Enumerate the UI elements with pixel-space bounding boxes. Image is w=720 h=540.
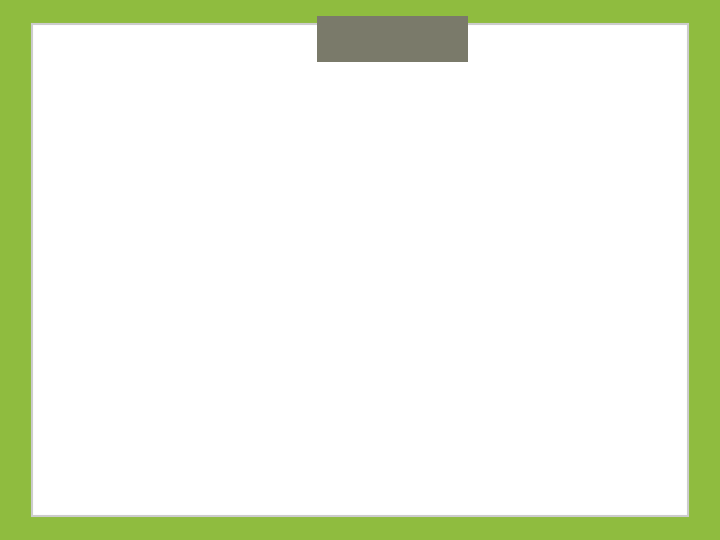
Bar (247, 156, 315, 306)
Text: $R_{2e}$: $R_{2e}$ (361, 165, 379, 178)
Text: $X_{2e}$: $X_{2e}$ (402, 165, 422, 178)
Text: $Z_{02} = \sqrt{R_{02}^2 + X_{02}^2}$: $Z_{02} = \sqrt{R_{02}^2 + X_{02}^2}$ (148, 393, 546, 469)
Bar (216, 126, 347, 335)
Text: EQUIVALENT IMPEDANCE OF TRANSFORMER REFFERED TO SECONDARY
IS: EQUIVALENT IMPEDANCE OF TRANSFORMER REFF… (52, 51, 661, 83)
Text: $Z_{2e}$: $Z_{2e}$ (381, 221, 402, 236)
Text: $Z_{2e} = R_{2e} + j\, X_{2e}$: $Z_{2e} = R_{2e} + j\, X_{2e}$ (208, 327, 315, 345)
